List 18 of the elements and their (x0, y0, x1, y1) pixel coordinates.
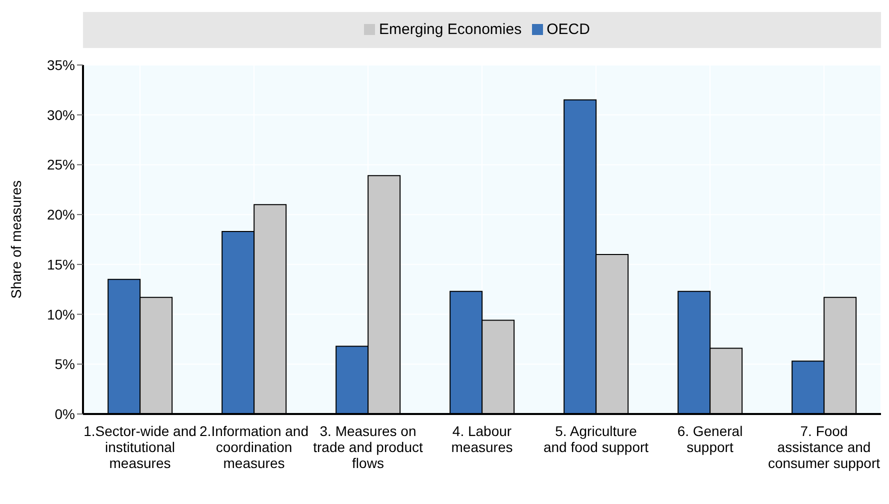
y-tick-label: 10% (46, 306, 75, 322)
x-tick-label: 2.Information and coordination measures (200, 423, 308, 471)
y-tick-label: 5% (54, 356, 75, 372)
y-tick-label: 35% (46, 56, 75, 73)
x-tick-label: 1.Sector-wide and institutional measures (84, 423, 196, 471)
y-tick-label: 25% (46, 156, 75, 173)
y-tick-label: 0% (54, 406, 75, 422)
x-tick-label: 6. General support (677, 423, 743, 455)
x-tick-label: 5. Agriculture and food support (543, 423, 649, 455)
y-tick-label: 15% (46, 256, 75, 272)
x-tick-label: 7. Food assistance and consumer support (768, 423, 880, 471)
y-tick-label: 20% (46, 206, 75, 223)
y-tick-label: 30% (46, 106, 75, 123)
x-tick-label: 3. Measures on trade and product flows (313, 423, 423, 471)
x-tick-label: 4. Labour measures (451, 423, 513, 455)
legend-label: Emerging Economies (379, 21, 522, 38)
legend-label: OECD (546, 21, 590, 38)
y-axis-title: Share of measures (8, 180, 24, 299)
